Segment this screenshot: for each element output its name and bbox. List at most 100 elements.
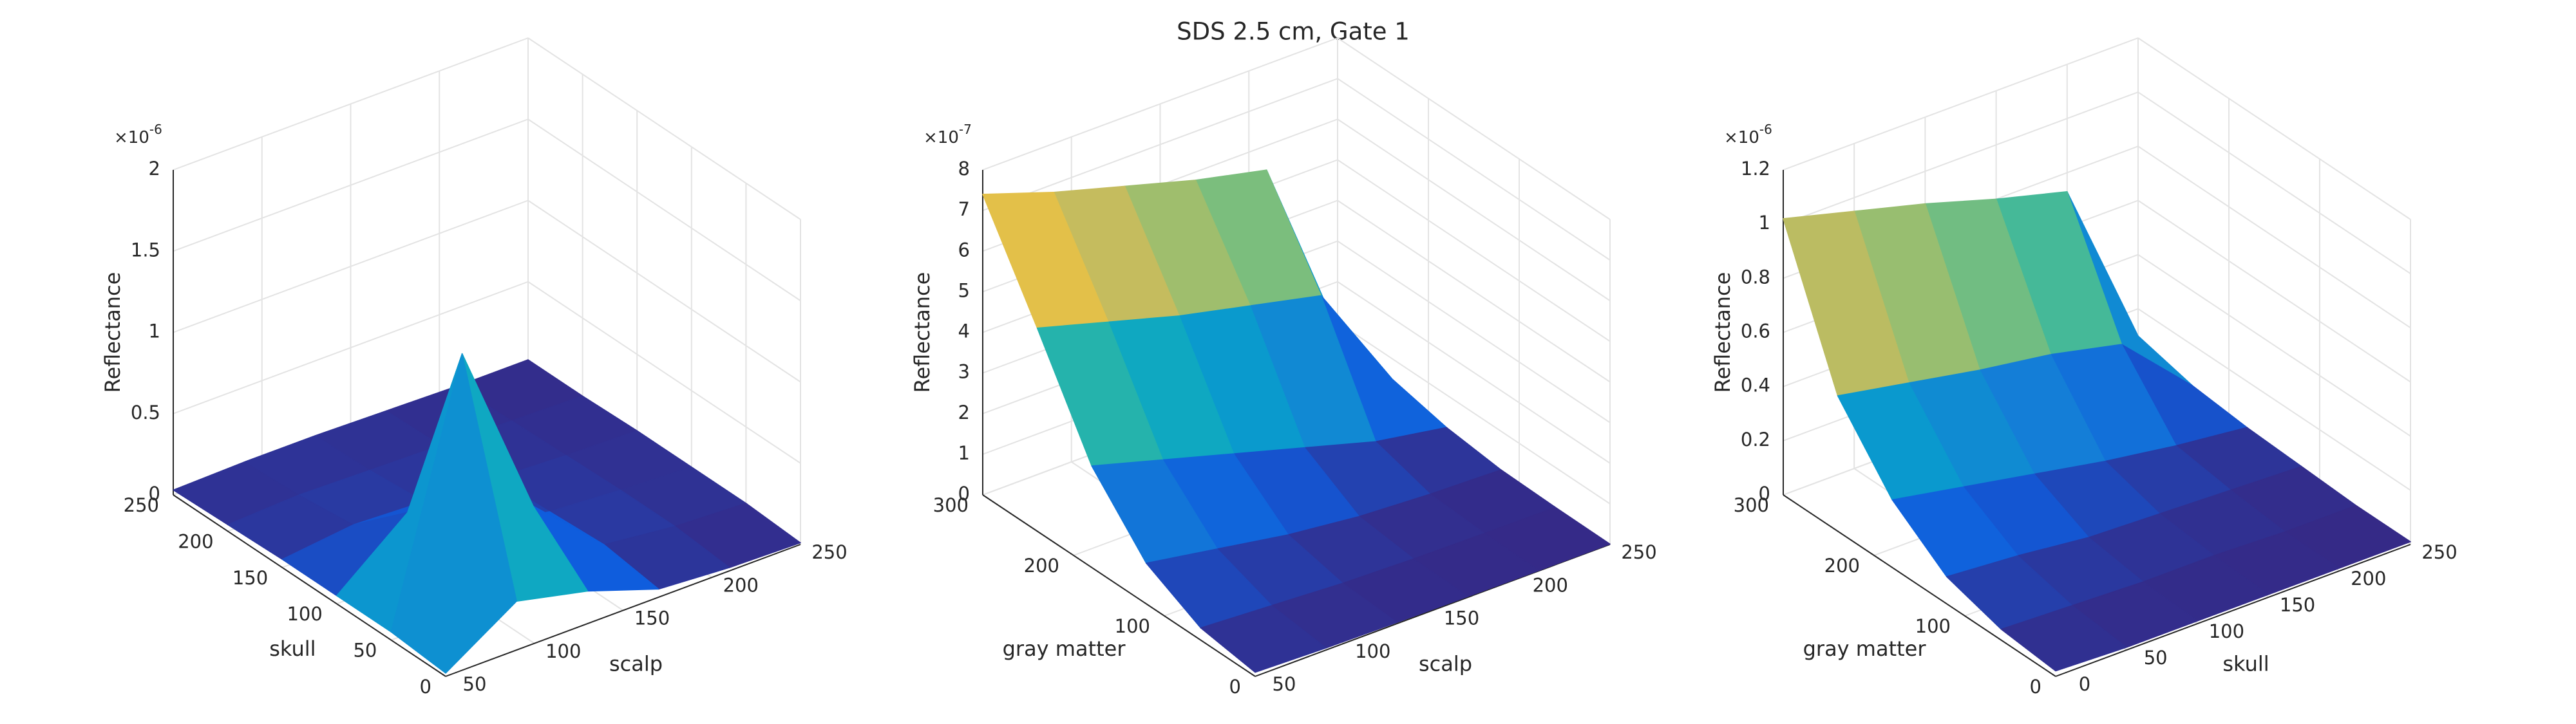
x-tick-label: 50 (1273, 673, 1296, 695)
x-tick-label: 250 (2421, 541, 2457, 563)
y-tick-label: 200 (178, 530, 213, 552)
z-axis-label: Reflectance (910, 272, 934, 393)
z-multiplier: ×10 (114, 128, 149, 147)
x-axis-label: scalp (609, 652, 663, 676)
z-multiplier: ×10 (1724, 128, 1759, 147)
grid-line (2137, 91, 2411, 274)
z-tick-label: 0.4 (1741, 375, 1770, 396)
y-axis-label: skull (269, 636, 316, 661)
x-tick-label: 0 (2079, 673, 2090, 695)
y-tick-label: 250 (124, 494, 159, 516)
x-tick-label: 200 (723, 574, 759, 596)
z-tick-label: 0.6 (1741, 320, 1770, 342)
grid-line (173, 281, 529, 414)
y-tick-label: 200 (1024, 555, 1059, 577)
y-axis-line (1783, 494, 2056, 677)
grid-line (2137, 308, 2411, 491)
z-exponent: ×10-7 (923, 122, 972, 147)
x-tick-label: 150 (1444, 608, 1479, 629)
grid-line (527, 200, 801, 383)
z-tick-label: 2 (958, 402, 970, 423)
y-tick-label: 0 (420, 676, 431, 698)
x-axis-line (445, 544, 801, 677)
z-tick-label: 7 (958, 198, 970, 220)
grid-line (527, 118, 801, 302)
grid-line (173, 37, 529, 171)
y-tick-label: 100 (1115, 615, 1150, 637)
grid-line (1783, 91, 2139, 225)
y-tick-label: 0 (2030, 676, 2041, 698)
grid-line (982, 78, 1338, 212)
grid-line (1337, 78, 1611, 261)
grid-line (527, 37, 801, 220)
figure-title: SDS 2.5 cm, Gate 1 (1177, 18, 1410, 46)
z-exponent: ×10-6 (1724, 122, 1772, 147)
y-tick-label: 300 (933, 494, 969, 516)
x-tick-label: 150 (2280, 594, 2315, 616)
z-tick-label: 2 (149, 158, 160, 180)
x-tick-label: 100 (2209, 620, 2244, 642)
grid-line (2137, 254, 2411, 437)
x-axis-line (2055, 544, 2411, 677)
x-tick-label: 200 (1533, 574, 1568, 596)
z-multiplier: ×10 (923, 128, 959, 147)
y-tick-label: 100 (1915, 615, 1951, 637)
x-tick-label: 50 (463, 673, 487, 695)
y-axis-label: gray matter (1003, 636, 1126, 661)
y-tick-label: 150 (232, 567, 268, 589)
z-tick-label: 0 (149, 483, 160, 505)
grid-line (1337, 118, 1611, 302)
grid-line (1337, 240, 1611, 423)
y-tick-label: 300 (1734, 494, 1769, 516)
grid-line (982, 37, 1338, 171)
z-exponent-power: -7 (959, 122, 972, 137)
z-tick-label: 3 (958, 361, 970, 383)
x-tick-label: 250 (1621, 541, 1656, 563)
z-tick-label: 6 (958, 239, 970, 261)
z-tick-label: 1.2 (1741, 158, 1770, 180)
z-axis-label: Reflectance (1710, 272, 1735, 393)
z-exponent-power: -6 (149, 122, 162, 137)
x-tick-label: 100 (545, 640, 581, 662)
surface-patch (390, 353, 517, 674)
z-tick-label: 0.2 (1741, 429, 1770, 450)
grid-line (1337, 200, 1611, 383)
z-tick-label: 1 (958, 442, 970, 464)
z-tick-label: 1 (149, 320, 160, 342)
z-tick-label: 0.5 (131, 402, 160, 423)
x-tick-label: 50 (2144, 647, 2168, 669)
grid-line (527, 281, 801, 464)
grid-line (1337, 322, 1611, 505)
x-axis-label: skull (2222, 652, 2269, 676)
z-exponent-power: -6 (1759, 122, 1772, 137)
surface-patch (2000, 605, 2127, 672)
z-axis-label: Reflectance (100, 272, 125, 393)
z-tick-label: 0.8 (1741, 266, 1770, 288)
y-axis-label: gray matter (1803, 636, 1927, 661)
z-exponent: ×10-6 (114, 122, 162, 147)
y-tick-label: 200 (1824, 555, 1860, 577)
x-tick-label: 150 (634, 608, 670, 629)
grid-line (1337, 281, 1611, 464)
grid-line (1783, 37, 2139, 171)
y-axis-line (173, 494, 446, 677)
z-tick-label: 8 (958, 158, 970, 180)
z-tick-label: 1.5 (131, 239, 160, 261)
x-tick-label: 200 (2351, 568, 2386, 589)
z-tick-label: 0 (1759, 483, 1770, 505)
grid-line (2137, 145, 2411, 329)
x-axis-label: scalp (1419, 652, 1472, 676)
z-tick-label: 4 (958, 320, 970, 342)
y-tick-label: 50 (353, 640, 377, 662)
grid-line (173, 118, 529, 252)
y-tick-label: 0 (1229, 676, 1241, 698)
grid-line (1337, 159, 1611, 342)
surface-patch (1200, 605, 1327, 673)
z-tick-label: 0 (958, 483, 970, 505)
z-tick-label: 1 (1759, 212, 1770, 234)
grid-line (2137, 200, 2411, 383)
grid-line (173, 200, 529, 333)
x-tick-label: 100 (1355, 640, 1390, 662)
